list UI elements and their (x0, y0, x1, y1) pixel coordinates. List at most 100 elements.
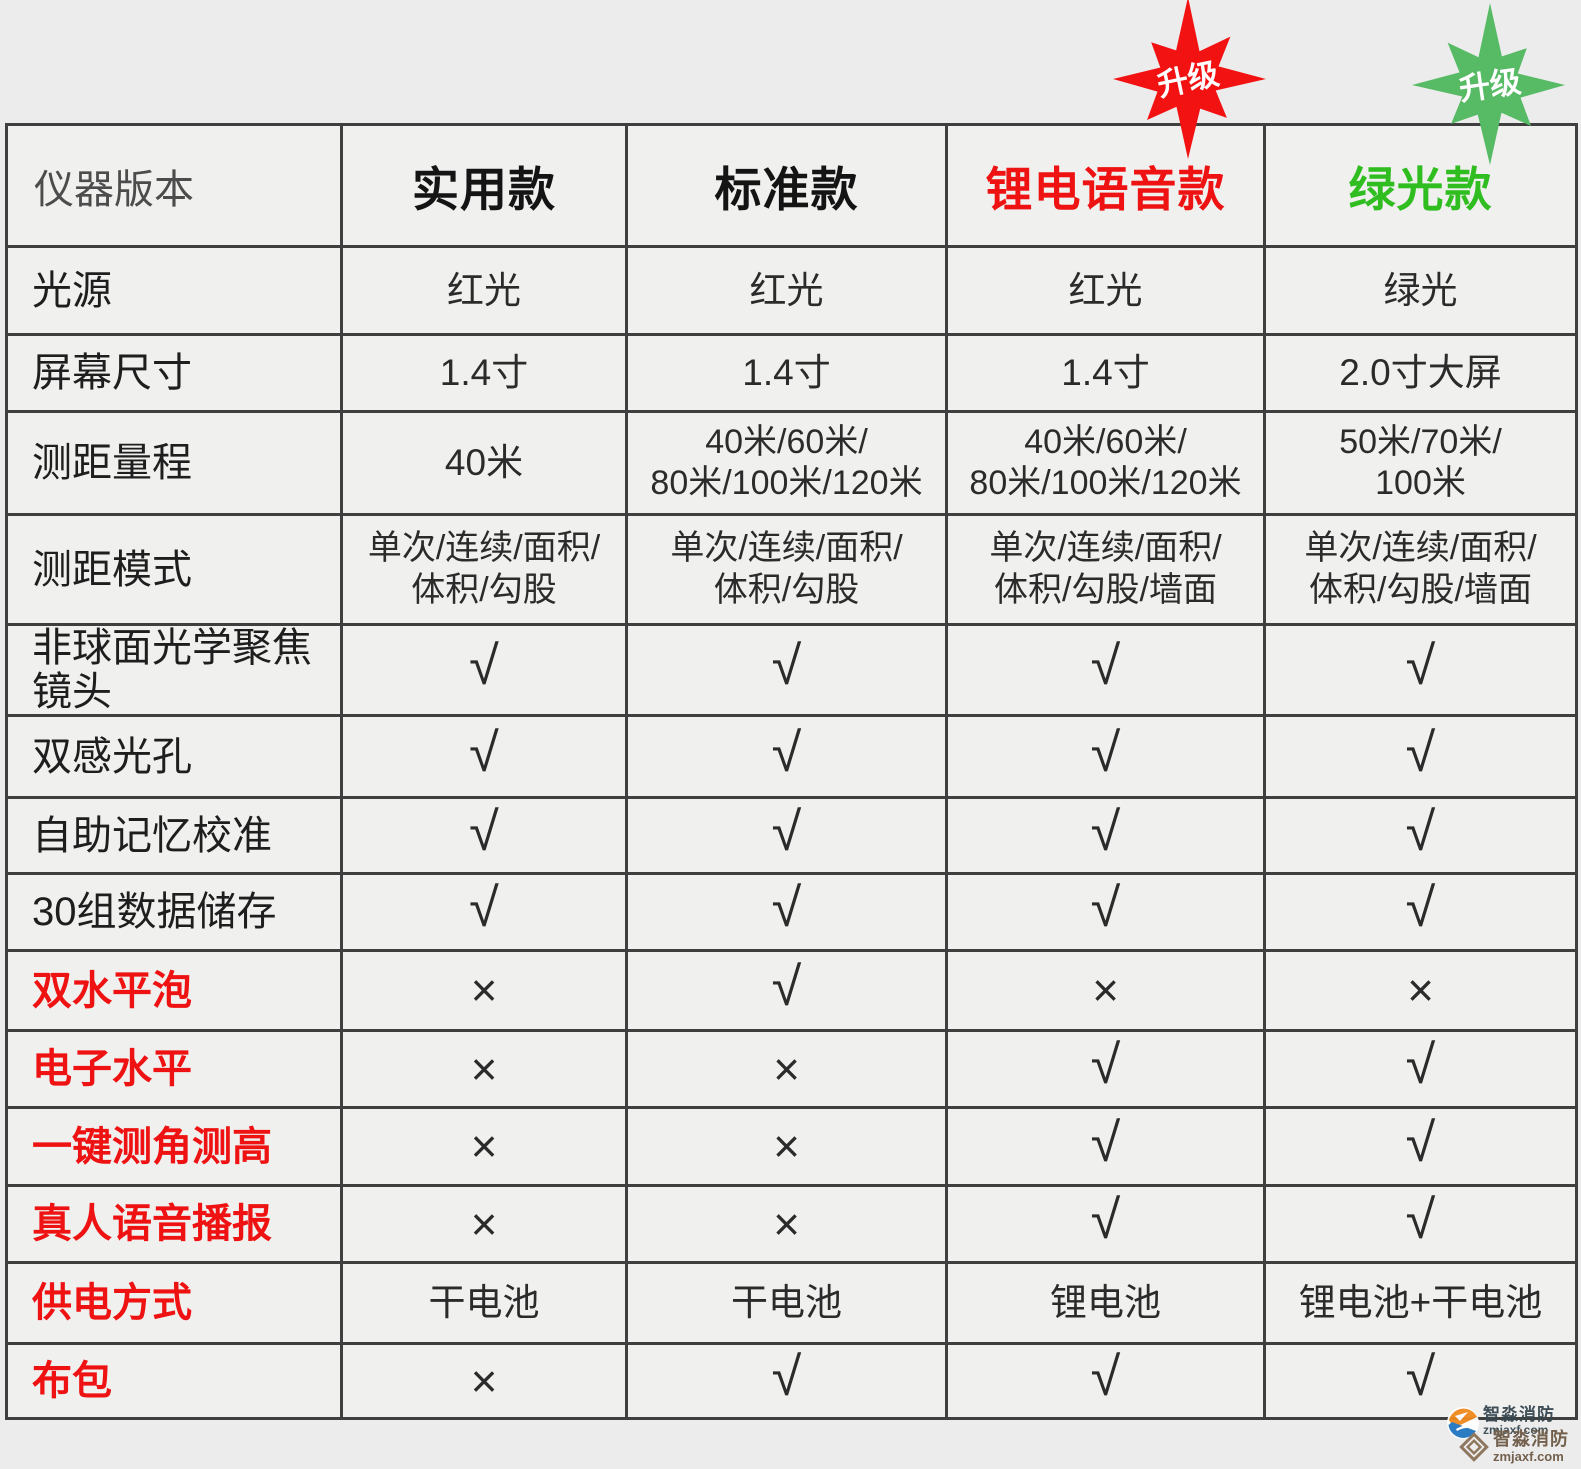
watermark-line-1: 智淼消防 zmjaxf.com (1446, 1406, 1581, 1440)
cell-text: 40米/60米/ 80米/100米/120米 (625, 410, 948, 516)
table-row: 一键测角测高 × × √ √ (5, 1106, 1578, 1187)
table-row: 布包 × √ √ √ (5, 1342, 1578, 1420)
column-header-green-laser: 绿光款 (1263, 123, 1578, 248)
cell-text: 红光 (340, 245, 628, 336)
cell-cross: × (1263, 949, 1578, 1032)
upgrade-burst-green-icon: 升级 (1412, 3, 1565, 165)
watermark-site-1: zmjaxf.com (1483, 1423, 1549, 1437)
row-label: 光源 (5, 245, 343, 336)
table-row: 电子水平 × × √ √ (5, 1029, 1578, 1109)
row-label: 布包 (5, 1342, 343, 1420)
column-header-standard: 标准款 (625, 123, 948, 248)
row-label: 供电方式 (5, 1261, 343, 1345)
table-row: 真人语音播报 × × √ √ (5, 1184, 1578, 1264)
cell-text: 单次/连续/面积/ 体积/勾股/墙面 (1263, 513, 1578, 626)
watermark-name-2: 智淼消防 (1493, 1429, 1569, 1449)
cell-text: 1.4寸 (340, 333, 628, 413)
corner-header: 仪器版本 (5, 123, 343, 248)
cell-text: 红光 (945, 245, 1266, 336)
upgrade-burst-red-icon: 升级 (1113, 0, 1266, 159)
watermark-site-2: zmjaxf.com (1493, 1449, 1564, 1464)
cell-cross: × (340, 1106, 628, 1187)
cell-cross: × (945, 949, 1266, 1032)
cell-text: 锂电池+干电池 (1263, 1261, 1578, 1345)
cell-text: 1.4寸 (625, 333, 948, 413)
cell-check: √ (1263, 872, 1578, 952)
cell-check: √ (945, 1029, 1266, 1109)
column-header-lithium-voice: 锂电语音款 (945, 123, 1266, 248)
cell-cross: × (340, 1342, 628, 1420)
cell-text: 红光 (625, 245, 948, 336)
table-row: 供电方式 干电池 干电池 锂电池 锂电池+干电池 (5, 1261, 1578, 1345)
cell-text: 单次/连续/面积/ 体积/勾股/墙面 (945, 513, 1266, 626)
cell-cross: × (625, 1029, 948, 1109)
cell-check: √ (945, 623, 1266, 717)
cell-text: 绿光 (1263, 245, 1578, 336)
cell-check: √ (1263, 623, 1578, 717)
row-label: 30组数据储存 (5, 872, 343, 952)
row-label: 一键测角测高 (5, 1106, 343, 1187)
watermark-line-2: 智淼消防 zmjaxf.com (1458, 1430, 1581, 1464)
cell-cross: × (340, 1029, 628, 1109)
watermark-name-1: 智淼消防 (1483, 1405, 1555, 1424)
cell-check: √ (625, 796, 948, 875)
cell-check: √ (945, 1184, 1266, 1264)
upgrade-burst-green-label: 升级 (1457, 64, 1523, 107)
cell-check: √ (625, 949, 948, 1032)
row-label: 屏幕尺寸 (5, 333, 343, 413)
table-row: 自助记忆校准 √ √ √ √ (5, 796, 1578, 875)
cell-text: 干电池 (340, 1261, 628, 1345)
cell-text: 锂电池 (945, 1261, 1266, 1345)
cell-check: √ (945, 796, 1266, 875)
row-label: 电子水平 (5, 1029, 343, 1109)
cell-check: √ (625, 872, 948, 952)
cell-check: √ (1263, 1106, 1578, 1187)
cell-text: 2.0寸大屏 (1263, 333, 1578, 413)
cell-check: √ (1263, 714, 1578, 799)
cell-text: 1.4寸 (945, 333, 1266, 413)
cell-check: √ (625, 1342, 948, 1420)
table-row: 光源 红光 红光 红光 绿光 (5, 245, 1578, 336)
cell-check: √ (1263, 1342, 1578, 1420)
cell-text: 50米/70米/ 100米 (1263, 410, 1578, 516)
spec-comparison-table: 仪器版本 实用款 标准款 锂电语音款 绿光款 光源 红光 红光 红光 绿光 屏幕… (5, 123, 1578, 1420)
cell-text: 40米/60米/ 80米/100米/120米 (945, 410, 1266, 516)
table-row: 测距模式 单次/连续/面积/ 体积/勾股 单次/连续/面积/ 体积/勾股 单次/… (5, 513, 1578, 626)
row-label: 双感光孔 (5, 714, 343, 799)
watermark-circle-logo-icon (1447, 1407, 1479, 1439)
row-label: 测距量程 (5, 410, 343, 516)
cell-check: √ (340, 623, 628, 717)
table-row: 30组数据储存 √ √ √ √ (5, 872, 1578, 952)
cell-check: √ (340, 872, 628, 952)
cell-text: 单次/连续/面积/ 体积/勾股 (625, 513, 948, 626)
cell-text: 40米 (340, 410, 628, 516)
row-label: 真人语音播报 (5, 1184, 343, 1264)
cell-check: √ (625, 714, 948, 799)
table-row: 非球面光学聚焦镜头 √ √ √ √ (5, 623, 1578, 717)
watermark: 智淼消防 zmjaxf.com 智淼消防 zmjaxf.com (1446, 1406, 1581, 1464)
cell-cross: × (340, 1184, 628, 1264)
row-label: 非球面光学聚焦镜头 (5, 623, 343, 717)
cell-cross: × (340, 949, 628, 1032)
cell-check: √ (340, 796, 628, 875)
cell-check: √ (945, 872, 1266, 952)
cell-check: √ (945, 714, 1266, 799)
row-label: 双水平泡 (5, 949, 343, 1032)
cell-cross: × (625, 1184, 948, 1264)
header-row: 仪器版本 实用款 标准款 锂电语音款 绿光款 (5, 123, 1578, 248)
row-label: 自助记忆校准 (5, 796, 343, 875)
table-row: 屏幕尺寸 1.4寸 1.4寸 1.4寸 2.0寸大屏 (5, 333, 1578, 413)
table-row: 测距量程 40米 40米/60米/ 80米/100米/120米 40米/60米/… (5, 410, 1578, 516)
cell-text: 干电池 (625, 1261, 948, 1345)
cell-check: √ (1263, 1029, 1578, 1109)
cell-check: √ (945, 1106, 1266, 1187)
cell-check: √ (340, 714, 628, 799)
table-row: 双水平泡 × √ × × (5, 949, 1578, 1032)
cell-check: √ (625, 623, 948, 717)
cell-text: 单次/连续/面积/ 体积/勾股 (340, 513, 628, 626)
table-row: 双感光孔 √ √ √ √ (5, 714, 1578, 799)
cell-check: √ (1263, 1184, 1578, 1264)
row-label: 测距模式 (5, 513, 343, 626)
watermark-diamond-logo-icon (1459, 1432, 1489, 1462)
